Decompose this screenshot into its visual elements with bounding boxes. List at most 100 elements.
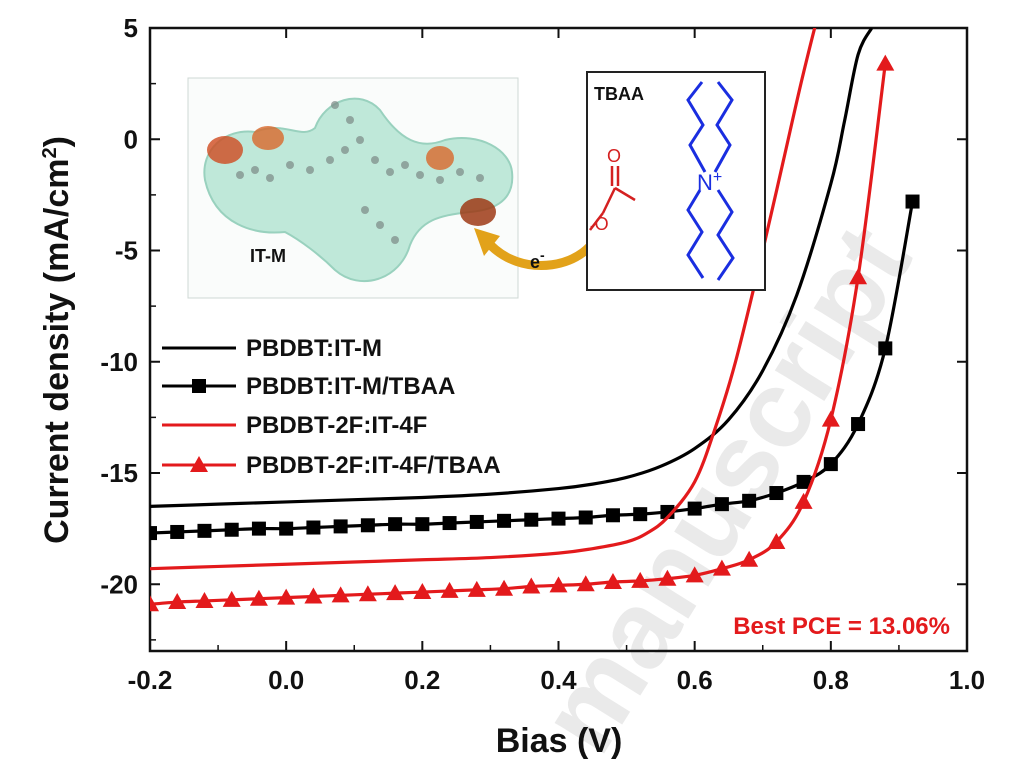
data-point-triangle: [821, 410, 840, 427]
data-point-triangle: [740, 550, 759, 567]
data-point-square: [279, 521, 294, 536]
molecule-red-region-2: [252, 126, 284, 150]
data-point-triangle: [358, 585, 377, 602]
data-point-square: [524, 512, 539, 527]
carboxylate-oxygen: -O: [590, 214, 609, 234]
x-tick-label: -0.2: [128, 665, 173, 695]
molecule-atoms: [236, 101, 484, 244]
data-point-square: [687, 501, 702, 516]
data-point-triangle: [794, 492, 813, 509]
x-tick-label: 0.0: [268, 665, 304, 695]
x-tick-label: 0.4: [540, 665, 577, 695]
data-point-triangle: [876, 54, 895, 71]
data-point-square: [150, 526, 157, 541]
data-point-square: [714, 497, 729, 512]
x-tick-label: 0.8: [813, 665, 849, 695]
data-point-triangle: [195, 591, 214, 608]
axis-ticks: -0.2 0.0 0.2 0.4 0.6 0.8 1.0 -20 -15 -10 -5 0 5: [100, 13, 985, 695]
data-point-square: [578, 510, 593, 525]
data-point-square: [197, 523, 212, 538]
series-clip-group: [150, 28, 920, 612]
data-point-square: [551, 511, 566, 526]
data-point-triangle: [631, 571, 650, 588]
x-axis-title: Bias (V): [496, 722, 623, 760]
data-point-square: [769, 486, 784, 501]
data-point-triangle: [658, 569, 677, 586]
data-point-triangle: [576, 575, 595, 592]
molecule-label: IT-M: [250, 246, 286, 266]
y-tick-label: -15: [100, 458, 138, 488]
y-tick-label: 5: [124, 13, 138, 43]
series-layer: [150, 28, 920, 612]
y-axis-title: Current density (mA/cm2): [38, 136, 76, 544]
data-point-square: [388, 517, 403, 532]
data-point-square: [605, 508, 620, 523]
series-line-2: [150, 28, 817, 571]
data-point-triangle: [331, 586, 350, 603]
molecule-red-region-3: [426, 146, 454, 170]
data-point-square: [333, 519, 348, 534]
legend-label: PBDBT-2F:IT-4F: [246, 412, 427, 439]
data-point-square: [851, 417, 866, 432]
tbaa-label: TBAA: [594, 84, 644, 104]
data-point-square: [823, 457, 838, 472]
data-point-triangle: [767, 532, 786, 549]
data-point-square: [633, 507, 648, 522]
y-tick-label: 0: [124, 124, 138, 154]
y-axis-title-close: ): [38, 136, 76, 147]
legend-label: PBDBT:IT-M: [246, 335, 382, 362]
data-point-square: [878, 341, 893, 356]
data-point-square: [360, 518, 375, 533]
data-point-triangle: [168, 593, 187, 610]
x-tick-label: 0.2: [404, 665, 440, 695]
data-point-square: [742, 493, 757, 508]
data-point-triangle: [249, 589, 268, 606]
legend-item-pbdbt-itm: PBDBT:IT-M: [162, 335, 382, 362]
data-point-square: [796, 474, 811, 489]
data-point-triangle: [522, 577, 541, 594]
data-point-square: [469, 514, 484, 529]
data-point-square: [905, 194, 920, 209]
legend-label: PBDBT-2F:IT-4F/TBAA: [246, 452, 501, 479]
data-point-square: [224, 522, 239, 537]
data-point-square: [497, 513, 512, 528]
data-point-square: [442, 516, 457, 531]
inset-tbaa-frame: [586, 71, 766, 291]
x-tick-label: 1.0: [949, 665, 985, 695]
data-point-triangle: [386, 584, 405, 601]
series-line-0: [150, 28, 874, 508]
tbaa-chains: [686, 81, 735, 281]
data-point-square: [251, 521, 266, 536]
data-point-square: [306, 520, 321, 535]
acetate-group: [589, 166, 636, 231]
y-axis-title-main: Current density (mA/cm: [38, 159, 76, 544]
legend-item-pbdbt2f-it4f-tbaa: PBDBT-2F:IT-4F/TBAA: [162, 452, 501, 479]
data-point-triangle: [495, 579, 514, 596]
data-point-triangle: [467, 580, 486, 597]
molecule-red-region-4: [460, 198, 496, 226]
data-point-triangle: [277, 588, 296, 605]
electron-label: e-: [530, 247, 545, 272]
inset-tbaa: TBAA N+ O -O: [586, 71, 766, 291]
electron-arrow-head: [474, 228, 500, 256]
legend-item-pbdbt2f-it4f: PBDBT-2F:IT-4F: [162, 412, 427, 439]
data-point-triangle: [549, 576, 568, 593]
carbonyl-oxygen: O: [607, 146, 621, 166]
y-tick-label: -20: [100, 569, 138, 599]
nitrogen-atom: N+: [697, 169, 722, 195]
data-point-triangle: [222, 590, 241, 607]
data-point-square: [170, 524, 185, 539]
best-pce-annotation: Best PCE = 13.06%: [733, 613, 950, 640]
legend-label: PBDBT:IT-M/TBAA: [246, 373, 455, 400]
data-point-triangle: [603, 573, 622, 590]
legend: PBDBT:IT-M PBDBT:IT-M/TBAA PBDBT-2F:IT-4…: [162, 335, 501, 479]
data-point-triangle: [304, 587, 323, 604]
data-point-triangle: [685, 566, 704, 583]
y-tick-label: -10: [100, 347, 138, 377]
inset-molecule: IT-M e-: [187, 77, 605, 299]
legend-item-pbdbt-itm-tbaa: PBDBT:IT-M/TBAA: [162, 373, 455, 400]
data-point-triangle: [849, 268, 868, 285]
data-point-triangle: [413, 583, 432, 600]
y-axis-title-sup: 2: [39, 147, 61, 158]
